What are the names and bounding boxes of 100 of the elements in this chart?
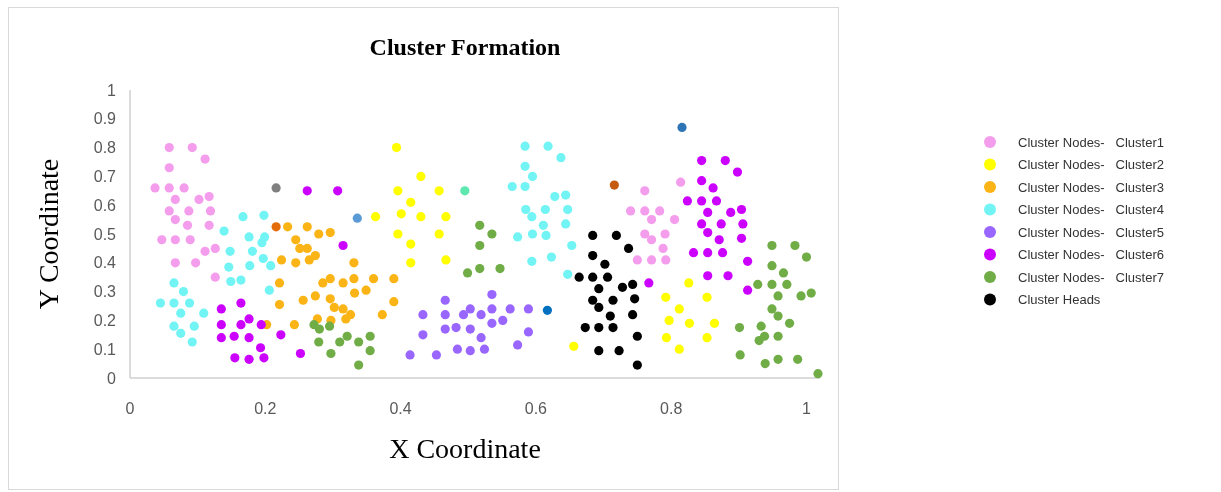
point (304, 255, 314, 265)
point (416, 171, 426, 181)
y-tick-label: 0.4 (93, 254, 117, 272)
point (204, 220, 214, 230)
point (475, 240, 485, 251)
point (743, 285, 753, 295)
point (259, 353, 269, 363)
point (389, 297, 399, 307)
point (264, 285, 274, 295)
point (723, 271, 733, 281)
point (225, 246, 235, 256)
y-tick-label: 0.5 (93, 225, 117, 243)
point (333, 186, 343, 196)
point (487, 318, 497, 328)
point (475, 263, 485, 274)
point (164, 206, 174, 216)
point (561, 219, 571, 229)
point (628, 279, 638, 289)
point (324, 321, 335, 331)
point (155, 298, 166, 308)
point (487, 304, 497, 314)
point (283, 222, 293, 232)
point (521, 204, 531, 215)
point (289, 320, 299, 330)
point (302, 243, 312, 253)
point (210, 243, 220, 253)
point (440, 310, 450, 320)
point (310, 291, 320, 301)
point (150, 183, 160, 193)
point (431, 350, 442, 360)
y-tick-label: 0.2 (93, 312, 117, 329)
point (338, 278, 348, 288)
point (170, 235, 180, 245)
point (451, 323, 461, 333)
point (753, 279, 763, 289)
point (418, 330, 428, 340)
point (216, 320, 226, 330)
point (726, 207, 736, 217)
point (479, 344, 490, 354)
point (520, 181, 530, 192)
point (255, 343, 266, 353)
legend-label: Cluster Nodes- Cluster7 (1018, 269, 1164, 285)
point (697, 155, 707, 166)
point (527, 171, 538, 181)
y-tick-label: 0.7 (93, 168, 117, 185)
point (185, 235, 195, 245)
point (314, 229, 324, 239)
point (661, 255, 671, 265)
point (326, 348, 336, 359)
point (588, 230, 598, 241)
point (608, 323, 618, 333)
point (605, 311, 615, 321)
point (563, 204, 573, 215)
point (199, 308, 209, 318)
point (377, 310, 387, 320)
point (164, 163, 174, 173)
point (318, 278, 328, 288)
legend-label: Cluster Heads (1018, 292, 1101, 308)
point (441, 212, 451, 222)
point (349, 274, 359, 284)
x-tick-label: 0.6 (524, 400, 548, 417)
x-tick-label: 0.4 (389, 400, 412, 417)
point (623, 243, 634, 253)
point (338, 240, 348, 251)
point (465, 324, 475, 334)
point (393, 186, 403, 196)
point (257, 238, 267, 248)
point (176, 328, 186, 338)
point (189, 321, 199, 331)
x-axis-title: X Coordinate (389, 433, 541, 464)
point (743, 256, 753, 266)
point (600, 259, 610, 269)
point (760, 359, 770, 369)
x-tick-label: 0 (125, 400, 135, 417)
point (632, 331, 642, 341)
point (632, 360, 642, 370)
point (646, 255, 657, 265)
point (164, 183, 174, 193)
point (258, 253, 268, 264)
point (767, 261, 777, 271)
point (224, 262, 234, 272)
point (640, 206, 650, 216)
point (274, 278, 285, 288)
point (440, 295, 450, 305)
point (238, 212, 248, 222)
point (709, 318, 720, 328)
point (291, 235, 301, 245)
point (418, 310, 428, 320)
point (475, 220, 485, 230)
point (594, 284, 604, 294)
point (614, 346, 624, 356)
point (396, 209, 406, 219)
point (513, 340, 523, 350)
point (542, 305, 552, 315)
point (244, 354, 254, 364)
point (563, 269, 573, 279)
y-axis-title: Y Coordinate (33, 158, 64, 310)
point (703, 207, 713, 217)
point (365, 331, 375, 341)
point (259, 210, 269, 220)
